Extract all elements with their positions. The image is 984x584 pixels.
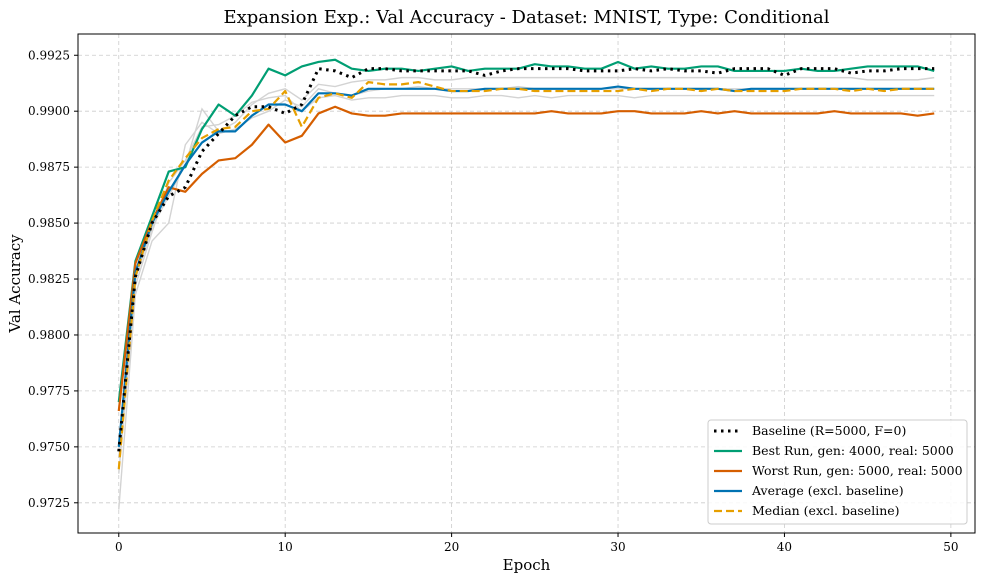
legend-label: Best Run, gen: 4000, real: 5000 [752,443,954,458]
background-run-line [118,94,935,474]
legend-label: Average (excl. baseline) [751,483,904,498]
y-tick-label: 0.9825 [28,272,70,286]
x-axis-label: Epoch [503,556,551,574]
x-tick-label: 0 [115,540,123,554]
grid [78,34,975,533]
plot-area-frame [77,33,976,534]
x-tick-label: 20 [444,540,459,554]
series-line-1 [117,58,935,403]
y-tick-label: 0.9900 [28,104,70,118]
x-tick-label: 30 [610,540,625,554]
series-lines [117,58,935,470]
legend-box [707,419,968,525]
x-tick-label: 50 [943,540,958,554]
series-line-4 [117,81,935,470]
y-tick-label: 0.9775 [28,384,70,398]
y-tick-label: 0.9725 [28,496,70,510]
legend: Baseline (R=5000, F=0) Best Run, gen: 400… [707,419,968,525]
x-tick-label: 40 [777,540,792,554]
legend-label: Worst Run, gen: 5000, real: 5000 [752,463,963,478]
y-tick-label: 0.9925 [28,48,70,62]
axis-ticks: 0 10 20 30 40 50 0.9725 0.9750 0.9775 0.9800 0.982… [28,48,959,554]
y-tick-label: 0.9875 [28,160,70,174]
legend-label: Median (excl. baseline) [752,503,900,518]
x-tick-label: 10 [278,540,293,554]
y-tick-label: 0.9850 [28,216,70,230]
y-tick-label: 0.9750 [28,440,70,454]
y-tick-label: 0.9800 [28,328,70,342]
legend-label: Baseline (R=5000, F=0) [752,423,906,438]
series-line-0 [117,67,935,452]
y-axis-label: Val Accuracy [6,234,24,334]
background-run-line [118,76,935,459]
series-line-3 [117,85,935,447]
series-line-2 [117,105,935,412]
chart-title: Expansion Exp.: Val Accuracy - Dataset: … [223,7,829,28]
